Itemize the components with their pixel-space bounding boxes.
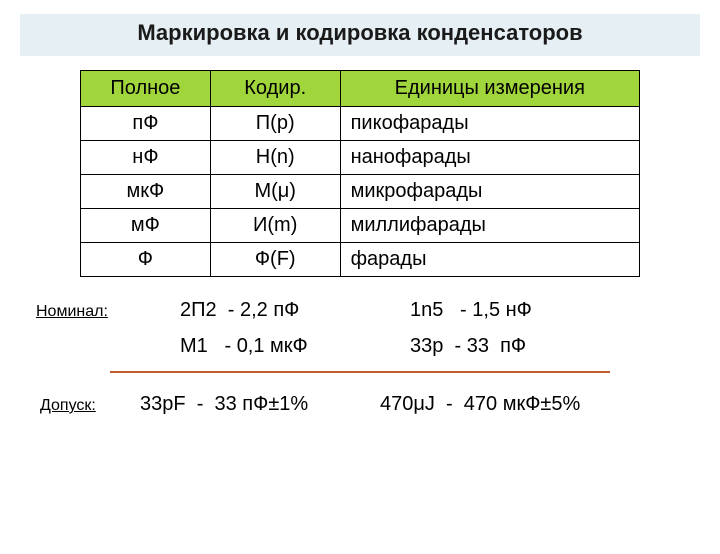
- cell-full: нФ: [81, 141, 211, 175]
- nominal-row-1: 2П2 - 2,2 пФ 1n5 - 1,5 нФ: [180, 299, 720, 329]
- cell-units: микрофарады: [340, 175, 639, 209]
- table-row: пФ П(p) пикофарады: [81, 107, 640, 141]
- table-header-row: Полное Кодир. Единицы измерения: [81, 71, 640, 107]
- tolerance-examples: Допуск: 33pF - 33 пФ±1% 470μJ - 470 мкФ±…: [0, 393, 720, 416]
- cell-full: мФ: [81, 209, 211, 243]
- nominal-row-2: М1 - 0,1 мкФ 33р - 33 пФ: [180, 335, 720, 365]
- cell-units: фарады: [340, 243, 639, 277]
- cell-code: Н(n): [210, 141, 340, 175]
- nominal-pair: 33р - 33 пФ: [410, 335, 526, 358]
- col-header-code: Кодир.: [210, 71, 340, 107]
- nominal-pair: М1 - 0,1 мкФ: [180, 335, 410, 358]
- table-row: мкФ М(μ) микрофарады: [81, 175, 640, 209]
- cell-code: Ф(F): [210, 243, 340, 277]
- nominal-pair: 2П2 - 2,2 пФ: [180, 299, 410, 322]
- title-bar: Маркировка и кодировка конденсаторов: [20, 14, 700, 56]
- cell-units: пикофарады: [340, 107, 639, 141]
- tolerance-label: Допуск:: [40, 397, 96, 415]
- table-row: мФ И(m) миллифарады: [81, 209, 640, 243]
- nominal-pair: 1n5 - 1,5 нФ: [410, 299, 532, 322]
- nominal-label: Номинал:: [36, 303, 108, 321]
- table-row: нФ Н(n) нанофарады: [81, 141, 640, 175]
- cell-full: Ф: [81, 243, 211, 277]
- col-header-units: Единицы измерения: [340, 71, 639, 107]
- cell-full: мкФ: [81, 175, 211, 209]
- cell-code: И(m): [210, 209, 340, 243]
- page-title: Маркировка и кодировка конденсаторов: [20, 20, 700, 46]
- tolerance-pair: 470μJ - 470 мкФ±5%: [380, 393, 580, 416]
- cell-units: миллифарады: [340, 209, 639, 243]
- cell-full: пФ: [81, 107, 211, 141]
- tolerance-pair: 33pF - 33 пФ±1%: [140, 393, 380, 416]
- cell-code: М(μ): [210, 175, 340, 209]
- nominal-examples: Номинал: 2П2 - 2,2 пФ 1n5 - 1,5 нФ М1 - …: [0, 299, 720, 365]
- cell-units: нанофарады: [340, 141, 639, 175]
- capacitor-coding-table: Полное Кодир. Единицы измерения пФ П(p) …: [80, 70, 640, 277]
- table-row: Ф Ф(F) фарады: [81, 243, 640, 277]
- tolerance-row: 33pF - 33 пФ±1% 470μJ - 470 мкФ±5%: [140, 393, 720, 416]
- cell-code: П(p): [210, 107, 340, 141]
- col-header-full: Полное: [81, 71, 211, 107]
- section-divider: [110, 371, 610, 373]
